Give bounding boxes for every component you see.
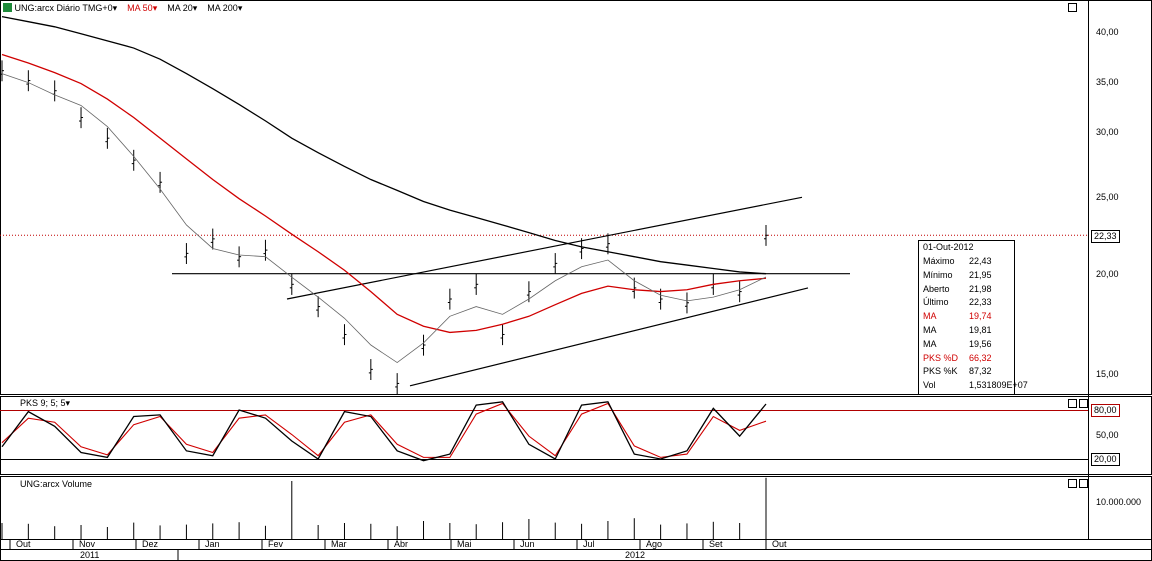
stoch-panel-frame (0, 396, 1152, 475)
info-value: 66,32 (969, 352, 992, 363)
info-key: Último (923, 297, 949, 308)
month-label: Dez (142, 539, 159, 549)
channel-lower-line (409, 287, 809, 387)
volume-label[interactable]: UNG:arcx Volume (20, 479, 93, 489)
maximize-price-icon[interactable] (1068, 3, 1077, 12)
month-label: Out (16, 539, 31, 549)
info-row: Último 22,33 (923, 297, 1011, 310)
info-key: Vol (923, 380, 936, 391)
info-value: 22,33 (969, 297, 992, 308)
price-tick: 40,00 (1096, 27, 1119, 37)
info-key: Aberto (923, 283, 950, 294)
month-label: Jun (520, 539, 535, 549)
info-row: PKS %K 87,32 (923, 366, 1011, 379)
month-label: Nov (79, 539, 96, 549)
last-price-tag: 22,33 (1091, 230, 1120, 243)
price-header: UNG:arcx Diário TMG+0▾ MA 50▾ MA 20▾ MA … (3, 3, 242, 14)
channel-upper-line (286, 196, 803, 300)
info-key: Máximo (923, 256, 955, 266)
month-label: Mai (457, 539, 472, 549)
month-label: Jan (205, 539, 220, 549)
month-label: Jul (583, 539, 595, 549)
volume-header: UNG:arcx Volume (20, 479, 92, 489)
year-label: 2011 (80, 550, 99, 560)
info-row: Mínimo 21,95 (923, 270, 1011, 283)
ma20-dropdown-icon[interactable]: ▾ (192, 3, 198, 13)
data-info-box: 01-Out-2012 Máximo 22,43 Mínimo 21,95 Aberto… (918, 240, 1028, 395)
month-label: Set (709, 539, 723, 549)
month-label: Ago (646, 539, 662, 549)
stoch-dropdown-icon[interactable]: ▾ (65, 398, 71, 408)
stoch-d-line (1, 402, 767, 458)
month-label: Mar (331, 539, 347, 549)
month-label: Abr (394, 539, 408, 549)
info-row: Máximo 22,43 (923, 256, 1011, 269)
ma200-dropdown-icon[interactable]: ▾ (237, 3, 243, 13)
ma20-line (1, 73, 767, 364)
info-date: 01-Out-2012 (923, 242, 974, 252)
chart-icon[interactable] (3, 3, 12, 12)
info-key: PKS %D (923, 352, 959, 363)
ma200-line (1, 16, 767, 275)
price-tick: 30,00 (1096, 127, 1119, 137)
volume-tick: 10.000.000 (1096, 497, 1142, 507)
price-plot (0, 16, 1088, 395)
info-value: 1,531809E+07 (969, 380, 1028, 391)
month-label: Fev (268, 539, 284, 549)
info-row: MA 19,56 (923, 339, 1011, 352)
ma200-label[interactable]: MA 200 (207, 3, 238, 13)
volume-panel-frame (0, 476, 1152, 540)
symbol-label[interactable]: UNG:arcx Diário TMG+0 (14, 3, 113, 13)
info-value: 22,43 (969, 256, 992, 266)
stoch-header: PKS 9; 5; 5▾ (20, 398, 70, 409)
info-value: 87,32 (969, 366, 992, 377)
ma20-label[interactable]: MA 20 (167, 3, 193, 13)
info-value: 19,56 (969, 338, 992, 349)
info-row: MA 19,74 (923, 311, 1011, 324)
info-value: 21,98 (969, 283, 992, 294)
stoch-k-line (1, 401, 767, 462)
info-row: PKS %D 66,32 (923, 353, 1011, 366)
price-tick: 20,00 (1096, 269, 1119, 279)
info-row: Vol 1,531809E+07 (923, 380, 1028, 393)
stoch-20-tag: 20,00 (1091, 453, 1120, 466)
price-tick: 15,00 (1096, 369, 1119, 379)
info-value: 19,74 (969, 311, 992, 322)
close-volume-icon[interactable] (1079, 479, 1088, 488)
info-row: MA 19,81 (923, 325, 1011, 338)
stoch-80-tag: 80,00 (1091, 404, 1120, 417)
volume-plot (1, 477, 767, 539)
maximize-volume-icon[interactable] (1068, 479, 1077, 488)
info-key: MA (923, 338, 937, 349)
info-row: Aberto 21,98 (923, 284, 1011, 297)
symbol-dropdown-icon[interactable]: ▾ (112, 3, 118, 13)
price-tick: 35,00 (1096, 77, 1119, 87)
stoch-label[interactable]: PKS 9; 5; 5 (20, 398, 66, 408)
info-value: 19,81 (969, 325, 992, 335)
stoch-50-tick: 50,00 (1096, 430, 1119, 440)
info-key: PKS %K (923, 366, 958, 377)
info-key: MA (923, 325, 937, 335)
stoch-plot (1, 401, 767, 462)
ma50-dropdown-icon[interactable]: ▾ (152, 3, 158, 13)
info-key: Mínimo (923, 269, 953, 280)
maximize-stoch-icon[interactable] (1068, 399, 1077, 408)
year-label: 2012 (625, 550, 645, 560)
month-label: Out (772, 539, 787, 549)
time-axis: Out Nov Dez Jan Fev Mar Abr Mai Jun Jul Ago Set Out 2… (9, 539, 787, 561)
info-key: MA (923, 311, 937, 322)
ma50-label[interactable]: MA 50 (127, 3, 153, 13)
close-stoch-icon[interactable] (1079, 399, 1088, 408)
info-value: 21,95 (969, 269, 992, 280)
price-tick: 25,00 (1096, 192, 1119, 202)
ma50-line (1, 53, 767, 334)
